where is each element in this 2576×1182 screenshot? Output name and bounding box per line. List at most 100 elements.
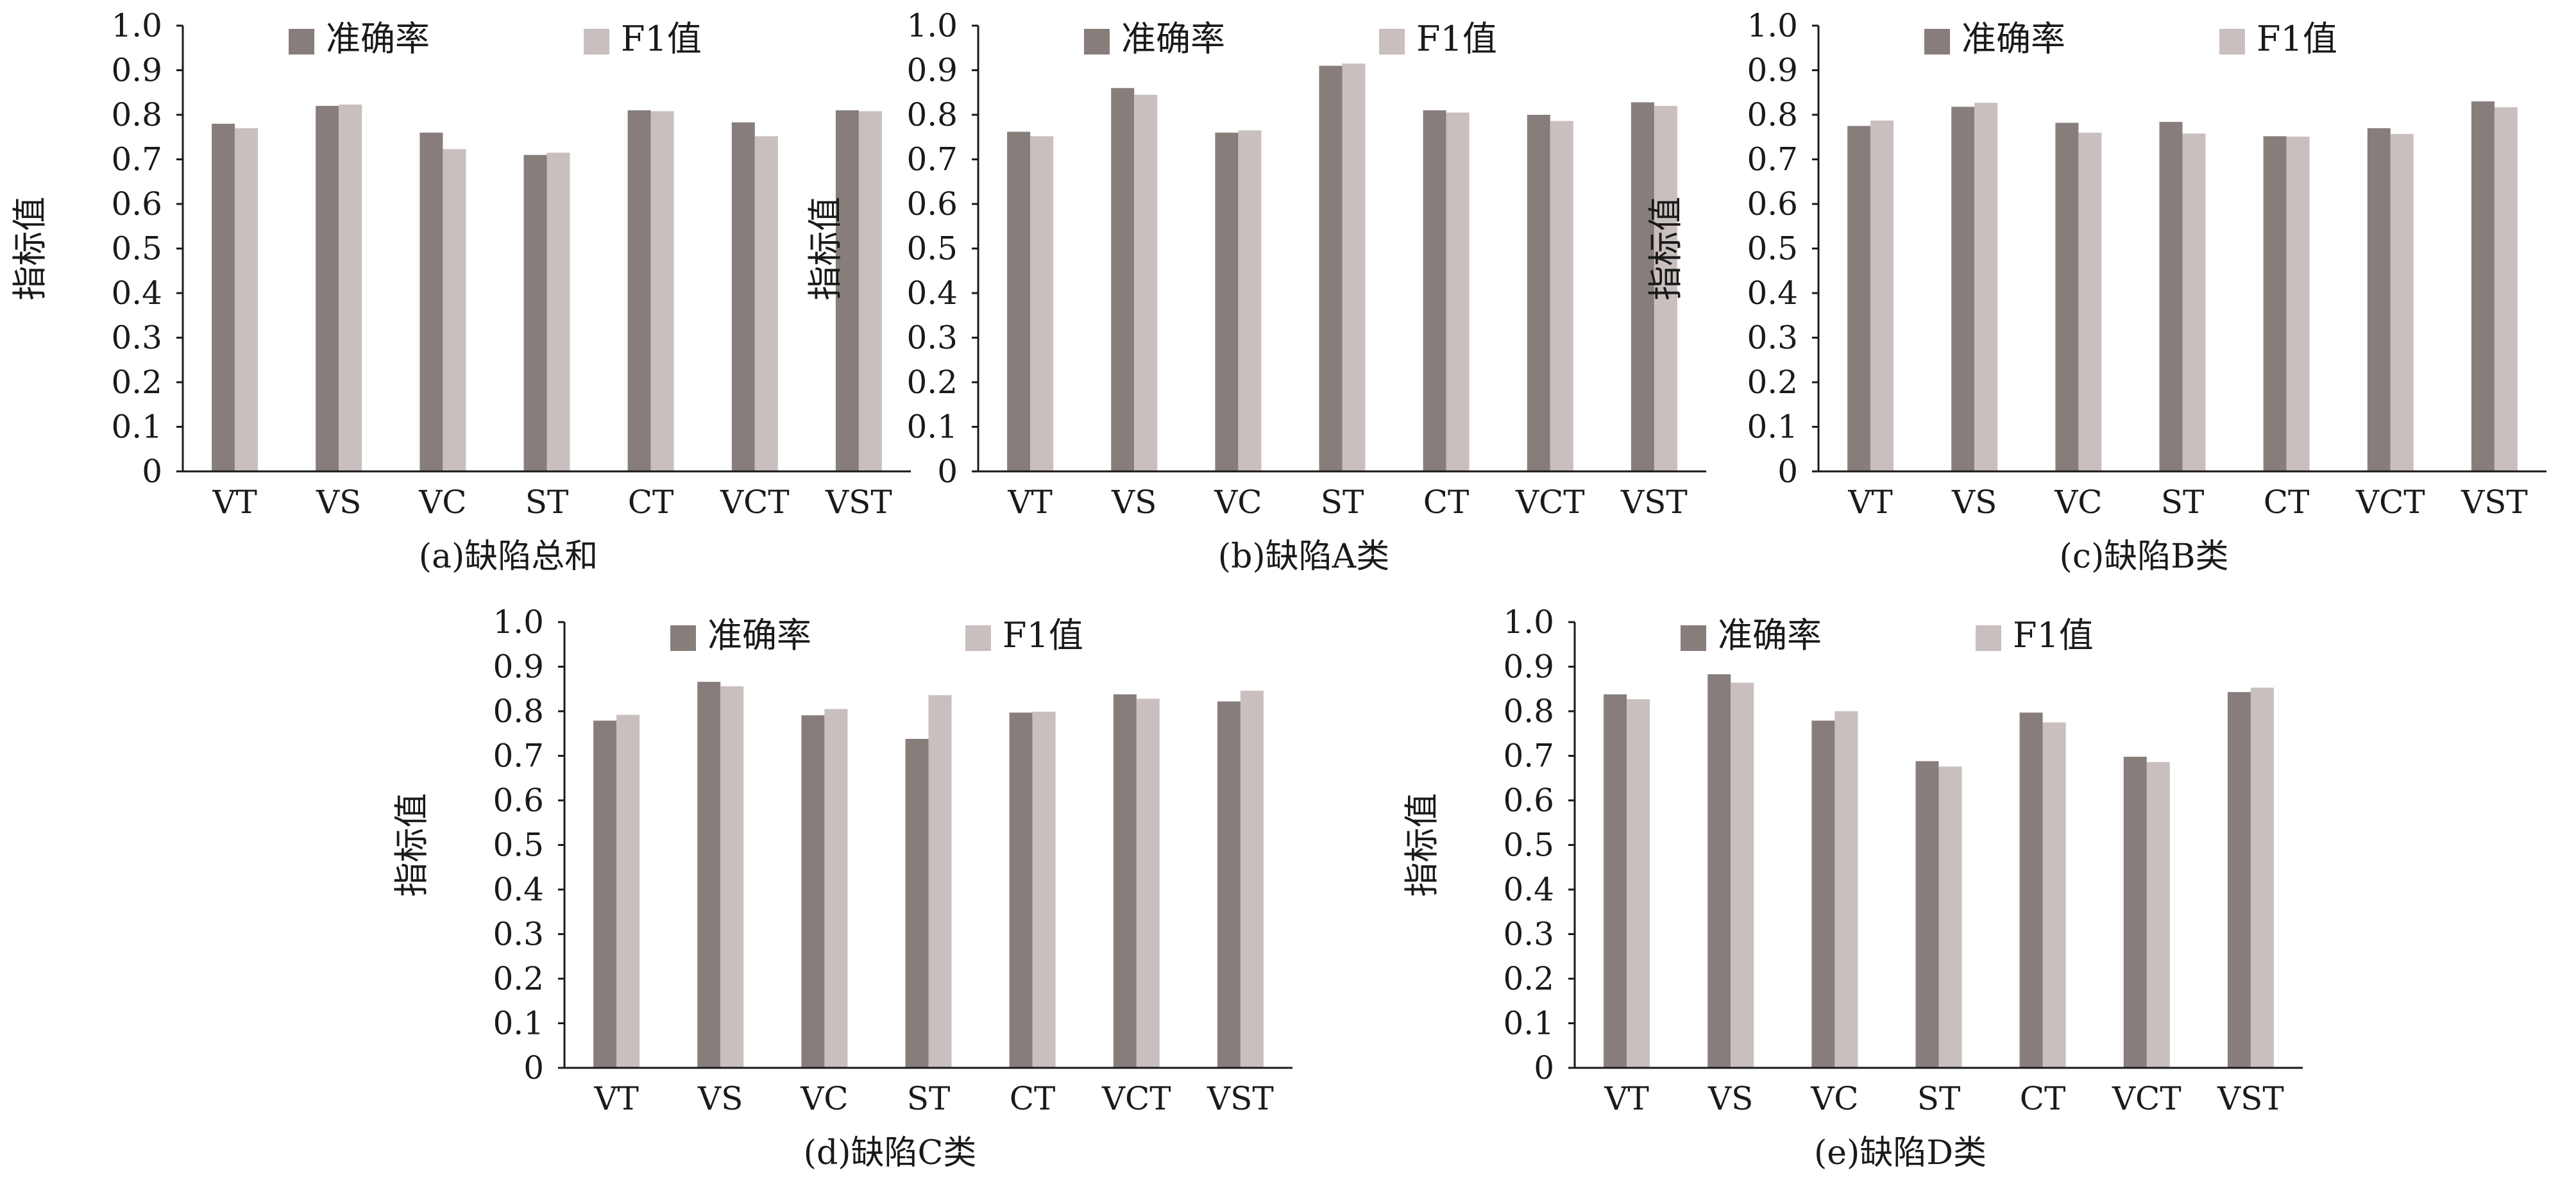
y-tick-label: 1.0 — [493, 604, 544, 641]
x-tick-label-vc: VC — [800, 1080, 848, 1117]
legend-swatch-f1 — [584, 29, 609, 55]
bar-accuracy-st — [905, 739, 929, 1068]
bar-f1-vt — [1627, 699, 1650, 1068]
chart-panel-3: VT VS VC ST CT VCT VST 0 0.1 0.2 0.3 0.4 0.5 0.6 0.7 0.… — [391, 604, 1292, 1172]
y-tick-label: 0.3 — [906, 319, 958, 357]
bar-f1-vt — [1870, 121, 1894, 471]
y-tick-label: 0.8 — [111, 96, 162, 133]
y-axis-title: 指标值 — [805, 197, 845, 301]
y-tick-label: 0 — [523, 1049, 544, 1086]
y-tick-label: 0.6 — [1503, 782, 1554, 819]
y-tick-label: 0.9 — [1747, 52, 1798, 89]
y-tick-label: 1.0 — [1503, 604, 1554, 641]
legend-label-accuracy: 准确率 — [1121, 19, 1225, 59]
bar-accuracy-vs — [316, 106, 339, 472]
bar-accuracy-vt — [1847, 126, 1871, 471]
y-tick-label: 1.0 — [906, 7, 958, 44]
bar-f1-vct — [1550, 121, 1573, 471]
bar-f1-ct — [1446, 112, 1470, 471]
bar-f1-vs — [339, 105, 362, 471]
y-tick-label: 0.2 — [906, 364, 958, 401]
x-tick-label-vs: VS — [1111, 484, 1157, 521]
y-tick-label: 0.5 — [1503, 827, 1554, 864]
y-tick-label: 0.5 — [906, 230, 958, 267]
y-tick-label: 1.0 — [111, 7, 162, 44]
bar-accuracy-vct — [1527, 115, 1550, 471]
x-tick-label-ct: CT — [628, 484, 674, 521]
bar-f1-ct — [650, 111, 674, 471]
x-tick-label-ct: CT — [2020, 1080, 2066, 1117]
legend-swatch-f1 — [965, 625, 991, 651]
x-tick-label-vct: VCT — [2112, 1080, 2182, 1117]
bar-accuracy-vs — [1707, 674, 1731, 1068]
y-tick-label: 0.3 — [1503, 916, 1554, 953]
x-tick-label-vs: VS — [697, 1080, 743, 1117]
y-tick-label: 0.4 — [906, 274, 958, 312]
y-tick-label: 0.9 — [906, 52, 958, 89]
x-tick-label-vt: VT — [1604, 1080, 1648, 1117]
bar-f1-vst — [2250, 688, 2274, 1068]
y-tick-label: 0.2 — [111, 364, 162, 401]
y-tick-label: 0.6 — [493, 782, 544, 819]
bar-accuracy-vc — [801, 715, 825, 1068]
bar-f1-ct — [1032, 711, 1056, 1068]
y-tick-label: 0 — [1777, 453, 1798, 490]
panel-caption: (c)缺陷B类 — [2060, 537, 2229, 576]
panel-caption: (e)缺陷D类 — [1814, 1134, 1987, 1172]
bar-f1-vst — [1240, 691, 1264, 1068]
y-tick-label: 0.7 — [906, 141, 958, 178]
bar-f1-vc — [1238, 130, 1262, 472]
x-tick-label-vst: VST — [825, 484, 892, 521]
x-tick-label-vc: VC — [1214, 484, 1262, 521]
x-tick-label-vt: VT — [212, 484, 257, 521]
y-tick-label: 0.4 — [493, 871, 544, 908]
bar-f1-vt — [1030, 136, 1054, 471]
chart-panel-1: VT VS VC ST CT VCT VST 0 0.1 0.2 0.3 0.4 0.5 0.6 0.7 0.… — [805, 7, 1706, 576]
bar-f1-vc — [2078, 132, 2102, 472]
bar-accuracy-vst — [1631, 102, 1654, 471]
y-tick-label: 0.1 — [1503, 1005, 1554, 1042]
bar-f1-vct — [2146, 762, 2170, 1068]
x-tick-label-vct: VCT — [1101, 1080, 1171, 1117]
y-tick-label: 0.8 — [1503, 693, 1554, 730]
bar-accuracy-vt — [212, 123, 235, 471]
legend-label-accuracy: 准确率 — [326, 19, 430, 59]
bar-accuracy-ct — [2263, 136, 2287, 471]
bar-f1-vs — [1974, 103, 1998, 471]
x-tick-label-vc: VC — [1810, 1080, 1858, 1117]
x-tick-label-vc: VC — [418, 484, 466, 521]
legend-swatch-accuracy — [670, 625, 696, 651]
y-tick-label: 0 — [1534, 1049, 1554, 1086]
bar-f1-st — [1938, 766, 1962, 1068]
x-tick-label-vst: VST — [1620, 484, 1688, 521]
y-axis-title: 指标值 — [10, 197, 50, 301]
panel-caption: (a)缺陷总和 — [419, 537, 598, 576]
bar-accuracy-vs — [1951, 106, 1975, 471]
bar-f1-st — [2182, 133, 2206, 471]
y-tick-label: 0.4 — [1747, 274, 1798, 312]
x-tick-label-ct: CT — [2264, 484, 2310, 521]
bar-accuracy-ct — [1423, 110, 1446, 471]
legend-label-f1: F1值 — [2013, 615, 2094, 655]
bar-accuracy-vc — [1811, 720, 1835, 1068]
y-tick-label: 0.7 — [1747, 141, 1798, 178]
bar-f1-st — [547, 153, 570, 471]
y-tick-label: 0.1 — [111, 409, 162, 446]
bar-f1-vc — [824, 709, 848, 1068]
bar-accuracy-st — [2159, 122, 2183, 472]
bar-f1-vt — [235, 128, 258, 471]
legend-label-f1: F1值 — [2257, 19, 2337, 59]
x-tick-label-st: ST — [525, 484, 569, 521]
y-tick-label: 0.9 — [493, 648, 544, 686]
y-tick-label: 0.1 — [906, 409, 958, 446]
y-tick-label: 0 — [142, 453, 162, 490]
bar-accuracy-vst — [1217, 701, 1241, 1068]
bar-f1-vs — [1731, 682, 1754, 1068]
x-tick-label-vct: VCT — [720, 484, 790, 521]
y-tick-label: 0.5 — [493, 827, 544, 864]
y-tick-label: 0.3 — [1747, 319, 1798, 357]
bar-accuracy-vt — [593, 720, 617, 1068]
x-tick-label-vst: VST — [2461, 484, 2528, 521]
x-tick-label-vt: VT — [1007, 484, 1052, 521]
y-tick-label: 0.9 — [1503, 648, 1554, 686]
